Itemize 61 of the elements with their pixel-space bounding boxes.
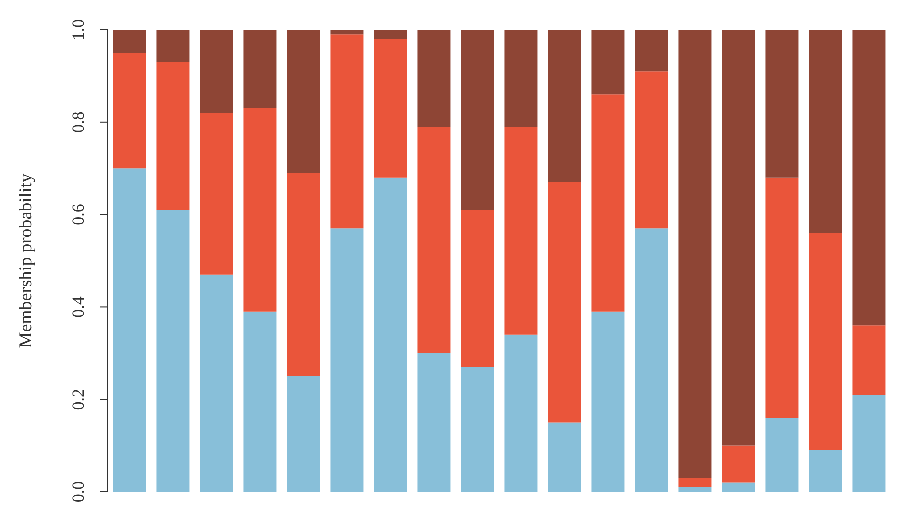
bar bbox=[330, 228, 364, 492]
y-axis-title: Membership probability bbox=[15, 174, 36, 348]
bar bbox=[809, 233, 842, 450]
bar bbox=[113, 53, 146, 169]
bar bbox=[678, 487, 712, 492]
bar bbox=[374, 30, 408, 40]
bar bbox=[592, 30, 625, 95]
bar bbox=[548, 30, 582, 182]
bar bbox=[244, 30, 277, 109]
bar bbox=[678, 30, 712, 478]
bar bbox=[418, 127, 451, 354]
bar bbox=[418, 353, 451, 492]
bar bbox=[461, 30, 494, 210]
bar bbox=[809, 30, 842, 234]
bar bbox=[287, 173, 320, 376]
bar bbox=[200, 113, 234, 275]
bar bbox=[592, 312, 625, 492]
bar bbox=[374, 178, 408, 492]
bar bbox=[766, 30, 799, 178]
bar bbox=[287, 30, 320, 174]
bar bbox=[113, 30, 146, 54]
bar bbox=[418, 30, 451, 128]
bar bbox=[156, 62, 190, 210]
y-tick-label: 1.0 bbox=[69, 19, 88, 41]
bar bbox=[766, 418, 799, 492]
bar bbox=[504, 334, 538, 492]
bar bbox=[200, 30, 234, 114]
bar bbox=[156, 30, 190, 62]
bar bbox=[635, 30, 668, 72]
bar bbox=[156, 210, 190, 492]
bar bbox=[504, 30, 538, 128]
bar bbox=[635, 72, 668, 229]
bar bbox=[809, 450, 842, 492]
y-tick-label: 0.0 bbox=[69, 481, 88, 503]
bar bbox=[504, 127, 538, 335]
bar bbox=[330, 30, 364, 35]
y-tick-label: 0.2 bbox=[69, 388, 88, 410]
y-tick-label: 0.8 bbox=[69, 112, 88, 134]
bar bbox=[374, 39, 408, 178]
bar bbox=[852, 30, 886, 326]
bar bbox=[635, 228, 668, 492]
y-tick-label: 0.6 bbox=[69, 204, 88, 226]
bar bbox=[113, 168, 146, 492]
bar bbox=[330, 34, 364, 229]
bar bbox=[548, 422, 582, 492]
bar bbox=[287, 376, 320, 492]
bar bbox=[722, 30, 756, 446]
bar bbox=[461, 367, 494, 492]
bar bbox=[678, 478, 712, 488]
bar bbox=[592, 94, 625, 312]
bar bbox=[766, 178, 799, 418]
bar bbox=[200, 274, 234, 492]
bar bbox=[722, 482, 756, 492]
bar bbox=[244, 108, 277, 312]
bar bbox=[244, 312, 277, 492]
bar bbox=[852, 326, 886, 395]
bar bbox=[852, 394, 886, 492]
bar bbox=[461, 210, 494, 368]
y-tick-label: 0.4 bbox=[69, 296, 88, 318]
bar bbox=[722, 446, 756, 483]
bar bbox=[548, 182, 582, 423]
